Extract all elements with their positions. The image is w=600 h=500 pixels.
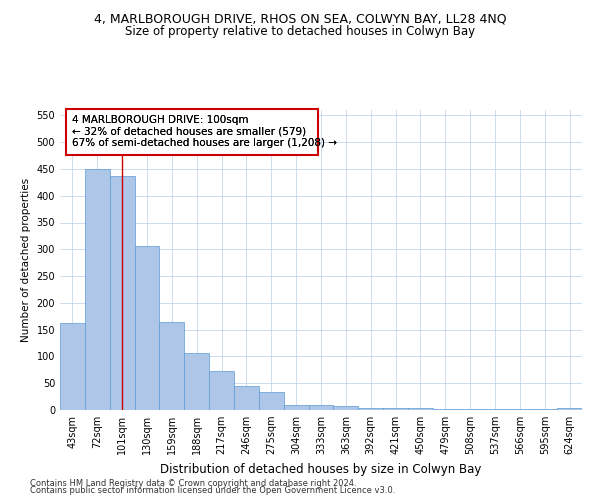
Bar [557, 408, 582, 410]
Text: Size of property relative to detached houses in Colwyn Bay: Size of property relative to detached ho… [125, 25, 475, 38]
Bar [110, 176, 134, 410]
Bar [160, 322, 184, 410]
Text: Contains public sector information licensed under the Open Government Licence v3: Contains public sector information licen… [30, 486, 395, 495]
Bar [508, 409, 532, 410]
Bar [458, 409, 482, 410]
Bar [209, 371, 234, 410]
Text: 4 MARLBOROUGH DRIVE: 100sqm
← 32% of detached houses are smaller (579)
67% of se: 4 MARLBOROUGH DRIVE: 100sqm ← 32% of det… [72, 115, 337, 148]
Bar [334, 406, 358, 410]
Bar [134, 246, 160, 410]
Bar [308, 404, 334, 410]
Y-axis label: Number of detached properties: Number of detached properties [21, 178, 31, 342]
X-axis label: Distribution of detached houses by size in Colwyn Bay: Distribution of detached houses by size … [160, 462, 482, 475]
Bar [234, 386, 259, 410]
Bar [85, 169, 110, 410]
Bar [383, 408, 408, 410]
Bar [433, 409, 458, 410]
Bar [259, 392, 284, 410]
Bar [284, 404, 308, 410]
Bar [358, 408, 383, 410]
Bar [482, 409, 508, 410]
Bar [60, 322, 85, 410]
Bar [408, 408, 433, 410]
Text: 4 MARLBOROUGH DRIVE: 100sqm
← 32% of detached houses are smaller (579)
67% of se: 4 MARLBOROUGH DRIVE: 100sqm ← 32% of det… [72, 115, 337, 148]
Bar [184, 353, 209, 410]
Text: 4, MARLBOROUGH DRIVE, RHOS ON SEA, COLWYN BAY, LL28 4NQ: 4, MARLBOROUGH DRIVE, RHOS ON SEA, COLWY… [94, 12, 506, 26]
Text: Contains HM Land Registry data © Crown copyright and database right 2024.: Contains HM Land Registry data © Crown c… [30, 478, 356, 488]
